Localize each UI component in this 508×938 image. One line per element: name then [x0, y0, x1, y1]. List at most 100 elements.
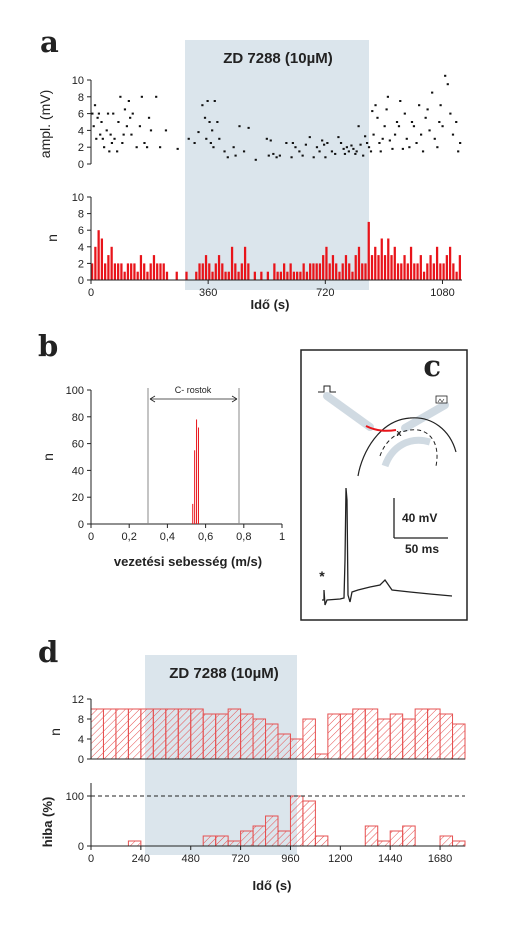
data-point: [143, 142, 146, 144]
bar: [201, 263, 204, 280]
bar: [279, 271, 283, 280]
data-point: [129, 116, 132, 119]
bar: [104, 263, 107, 280]
bar: [127, 840, 142, 847]
bar: [318, 263, 322, 280]
y-tick-label: 10: [72, 75, 84, 87]
data-point: [92, 125, 95, 128]
bar: [325, 246, 328, 280]
bar: [296, 271, 299, 280]
bar: [364, 708, 379, 760]
data-point: [343, 152, 347, 155]
data-point: [131, 112, 134, 115]
y-tick-label: 8: [78, 92, 84, 104]
bar: [289, 738, 304, 760]
data-point: [379, 150, 382, 153]
bar: [439, 263, 442, 280]
data-point: [238, 125, 241, 128]
bar: [403, 255, 406, 280]
panel-label-a: a: [40, 25, 59, 59]
data-point: [125, 125, 128, 128]
y-tick-label: 0: [78, 159, 84, 171]
amplifier-icon: [435, 395, 448, 404]
bar: [217, 255, 221, 280]
d-top-bars: [90, 708, 466, 760]
data-point: [401, 147, 404, 150]
bar: [341, 263, 344, 280]
y-tick-label: 4: [78, 734, 84, 746]
bar: [352, 708, 366, 760]
data-point: [109, 133, 112, 136]
x-tick-label: 720: [316, 287, 334, 299]
bar: [202, 713, 217, 760]
bar: [252, 825, 267, 847]
y-tick-label: 0: [78, 754, 84, 766]
data-point: [433, 137, 436, 140]
bar: [452, 263, 455, 280]
bar: [289, 263, 292, 280]
data-point: [176, 147, 179, 150]
data-point: [145, 146, 149, 149]
bar: [389, 830, 404, 847]
bar: [344, 255, 348, 280]
data-point: [130, 133, 133, 136]
trace-glyph: [437, 398, 445, 403]
data-point: [205, 137, 208, 140]
bar: [127, 708, 142, 760]
axon-red: [365, 425, 397, 432]
bar: [383, 255, 387, 280]
drug-annotation-d: ZD 7288 (10µM): [169, 665, 279, 682]
data-point: [127, 100, 130, 102]
tissue-outline: [357, 417, 457, 477]
data-point: [208, 121, 211, 123]
data-point: [410, 121, 414, 123]
data-point: [105, 129, 108, 132]
bar: [102, 708, 117, 760]
data-point: [203, 116, 207, 119]
y-tick-label: 8: [78, 714, 84, 726]
y-tick-label: 4: [78, 125, 84, 137]
y-tick-label: 6: [78, 225, 84, 237]
b-x-axis-label: vezetési sebesség (m/s): [114, 554, 262, 569]
bar: [115, 708, 129, 760]
bar: [422, 271, 426, 280]
event-count-histogram: n 0 2 4 6 8 10 0 360 720 1080 Idő (s): [44, 192, 462, 312]
data-point: [140, 95, 143, 98]
bar: [299, 271, 302, 280]
bar: [348, 263, 351, 280]
bar: [402, 718, 416, 760]
data-point: [91, 112, 94, 115]
bar: [162, 263, 165, 280]
bar: [208, 263, 211, 280]
y-tick-label: 0: [78, 519, 84, 531]
bar: [221, 263, 224, 280]
data-point: [431, 91, 434, 94]
bar: [140, 708, 154, 760]
bar: [377, 255, 380, 280]
data-point: [399, 100, 402, 102]
bar: [289, 795, 304, 847]
bar: [165, 708, 179, 760]
data-point: [318, 150, 321, 153]
data-point: [376, 116, 379, 119]
data-point: [359, 143, 362, 146]
bar: [305, 271, 309, 280]
data-point: [334, 152, 337, 155]
d-top-y-ticks: 0 4 8 12: [72, 694, 91, 766]
scale-voltage-label: 40 mV: [402, 511, 437, 525]
bar: [265, 723, 279, 760]
bar: [107, 255, 110, 280]
bar: [435, 246, 439, 280]
data-point: [364, 135, 367, 138]
bar: [327, 713, 341, 760]
data-point: [426, 108, 429, 111]
bar: [292, 271, 296, 280]
data-point: [123, 108, 127, 111]
bar: [252, 718, 267, 760]
data-point: [138, 125, 142, 128]
bar: [120, 263, 123, 280]
x-tick-label: 240: [132, 853, 150, 865]
bar: [215, 835, 229, 847]
data-point: [326, 142, 329, 144]
data-point: [355, 150, 358, 153]
